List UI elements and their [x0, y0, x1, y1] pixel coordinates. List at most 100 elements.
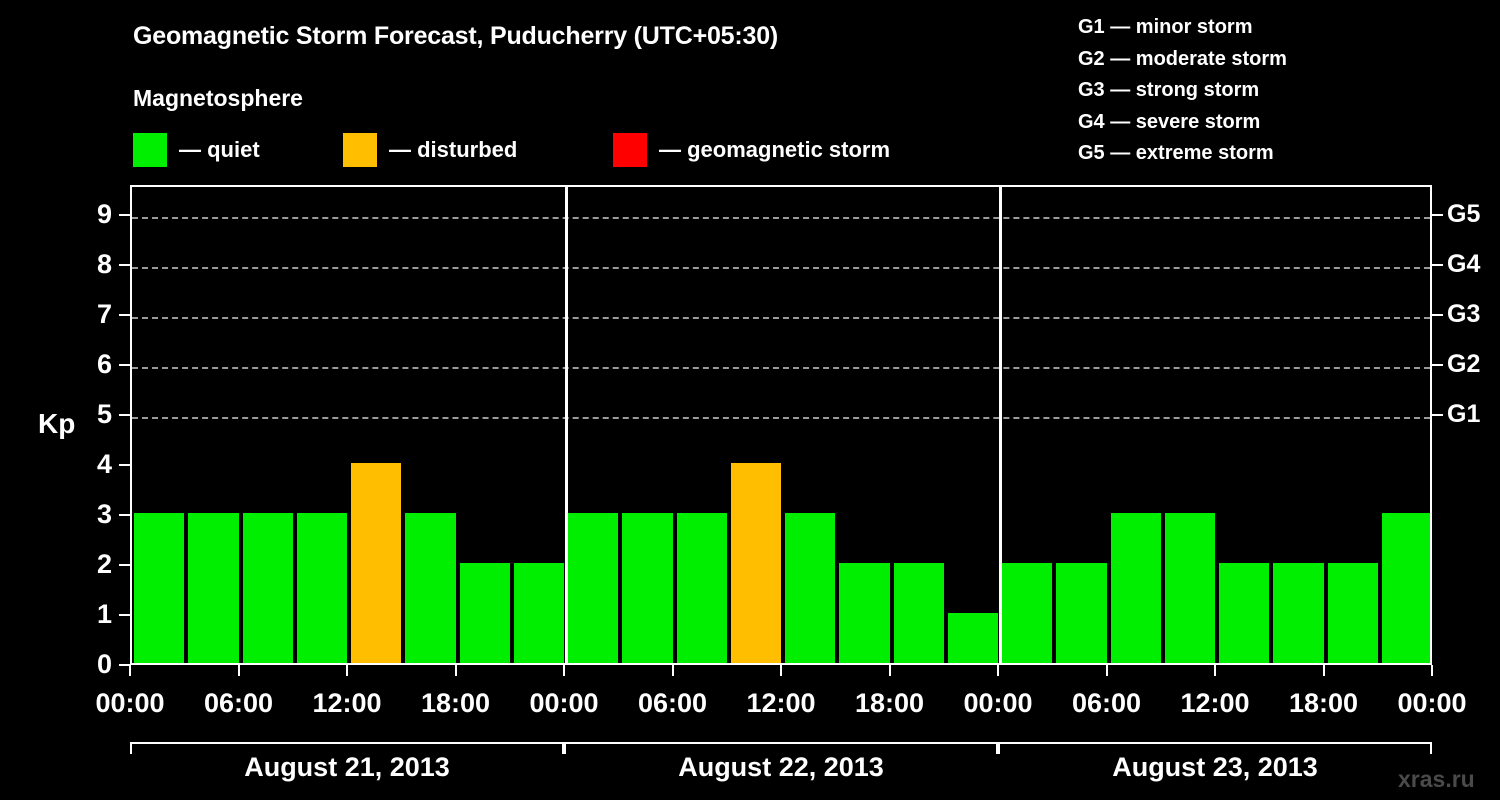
y-tick-label-9: 9	[96, 199, 112, 229]
y-tick-label-4: 4	[96, 449, 112, 479]
disturbed-legend: — disturbed	[343, 133, 517, 167]
day-label-1: August 21, 2013	[244, 752, 450, 782]
gridline-kp-8	[132, 267, 1430, 269]
x-tick-label-9: 06:00	[1071, 688, 1142, 718]
g-tick-label-G2: G2	[1447, 350, 1481, 378]
y-tick-mark-7	[119, 314, 130, 316]
x-tick-mark-12	[1431, 665, 1433, 676]
x-tick-mark-8	[997, 665, 999, 676]
y-tick-mark-4	[119, 464, 130, 466]
g-tick-label-G3: G3	[1447, 300, 1481, 328]
kp-bar[interactable]	[839, 563, 890, 663]
g-tick-mark-G4	[1432, 264, 1443, 266]
kp-bar[interactable]	[1327, 563, 1378, 663]
day-divider-2	[998, 187, 1002, 663]
kp-bar[interactable]	[622, 513, 673, 663]
x-tick-label-2: 12:00	[312, 688, 382, 718]
x-tick-mark-0	[129, 665, 131, 676]
g-tick-mark-G1	[1432, 414, 1443, 416]
y-axis-title: Kp	[38, 408, 76, 439]
kp-bar[interactable]	[1381, 513, 1430, 663]
x-tick-mark-4	[563, 665, 565, 676]
kp-bar[interactable]	[1002, 563, 1053, 663]
x-tick-label-12: 00:00	[1397, 688, 1467, 718]
kp-bar[interactable]	[513, 563, 564, 663]
y-tick-label-2: 2	[96, 549, 112, 579]
x-tick-mark-11	[1322, 665, 1325, 676]
day-label-2: August 22, 2013	[678, 752, 884, 782]
g-tick-mark-G3	[1432, 314, 1443, 316]
kp-bar[interactable]	[730, 463, 781, 663]
storm-legend: — geomagnetic storm	[613, 133, 890, 167]
x-tick-mark-6	[780, 665, 782, 676]
kp-bar[interactable]	[134, 513, 185, 663]
x-tick-mark-5	[671, 665, 674, 676]
kp-bar[interactable]	[1164, 513, 1215, 663]
g-tick-mark-G2	[1432, 364, 1443, 366]
gridline-kp-6	[132, 367, 1430, 369]
kp-bar[interactable]	[1219, 563, 1270, 663]
kp-bar[interactable]	[785, 513, 836, 663]
x-tick-label-4: 00:00	[529, 688, 599, 718]
g-tick-label-G1: G1	[1447, 400, 1481, 428]
x-tick-mark-1	[237, 665, 240, 676]
g-legend-item-1: G1 — minor storm	[1078, 16, 1253, 38]
quiet-legend-swatch	[133, 133, 167, 167]
kp-bar[interactable]	[568, 513, 619, 663]
disturbed-legend-text: — disturbed	[389, 137, 518, 162]
day-bracket-2	[564, 742, 998, 754]
gridline-kp-9	[132, 217, 1430, 219]
x-tick-label-0: 00:00	[95, 688, 165, 718]
kp-bar[interactable]	[188, 513, 239, 663]
plot-frame	[130, 185, 1432, 665]
x-tick-mark-10	[1214, 665, 1216, 676]
kp-bar[interactable]	[1110, 513, 1161, 663]
y-tick-mark-2	[119, 564, 130, 566]
y-tick-mark-0	[119, 664, 130, 666]
day-divider-1	[564, 187, 568, 663]
kp-bar[interactable]	[893, 563, 944, 663]
y-tick-mark-1	[119, 614, 130, 616]
kp-bar[interactable]	[351, 463, 402, 663]
disturbed-legend-swatch	[343, 133, 377, 167]
kp-bar[interactable]	[676, 513, 727, 663]
g-legend-item-5: G5 — extreme storm	[1078, 142, 1274, 164]
gridline-kp-7	[132, 317, 1430, 319]
y-tick-mark-5	[119, 414, 130, 416]
y-tick-label-7: 7	[96, 299, 112, 329]
day-label-3: August 23, 2013	[1112, 752, 1318, 782]
g-tick-label-G5: G5	[1447, 200, 1481, 228]
storm-legend-text: — geomagnetic storm	[659, 137, 891, 162]
x-tick-mark-3	[454, 665, 457, 676]
kp-bar[interactable]	[296, 513, 347, 663]
quiet-legend-text: — quiet	[179, 137, 260, 162]
watermark: xras.ru	[1398, 766, 1475, 792]
x-tick-mark-9	[1105, 665, 1108, 676]
kp-bar[interactable]	[459, 563, 510, 663]
kp-bar[interactable]	[405, 513, 456, 663]
magnetosphere-label: Magnetosphere	[133, 85, 303, 111]
y-tick-label-1: 1	[96, 599, 112, 629]
x-tick-mark-7	[888, 665, 891, 676]
y-tick-label-3: 3	[96, 499, 112, 529]
x-tick-label-11: 18:00	[1288, 688, 1359, 718]
x-tick-label-5: 06:00	[637, 688, 708, 718]
g-scale-legend: G1 — minor storm G2 — moderate storm G3 — …	[1078, 12, 1287, 170]
x-tick-mark-2	[346, 665, 348, 676]
gridline-kp-5	[132, 417, 1430, 419]
g-legend-item-4: G4 — severe storm	[1078, 110, 1261, 133]
storm-legend-swatch	[613, 133, 647, 167]
g-legend-item-2: G2 — moderate storm	[1078, 47, 1287, 70]
y-tick-mark-6	[119, 364, 130, 366]
kp-bar[interactable]	[947, 613, 998, 663]
x-tick-label-3: 18:00	[420, 688, 491, 718]
kp-bar[interactable]	[1273, 563, 1324, 663]
kp-bar[interactable]	[1056, 563, 1107, 663]
kp-bar[interactable]	[242, 513, 293, 663]
day-bracket-3	[998, 742, 1432, 754]
y-tick-label-8: 8	[96, 249, 112, 279]
day-bracket-1	[130, 742, 564, 754]
g-legend-item-3: G3 — strong storm	[1078, 79, 1260, 101]
plot-area	[132, 187, 1430, 663]
g-tick-label-G4: G4	[1447, 250, 1481, 278]
